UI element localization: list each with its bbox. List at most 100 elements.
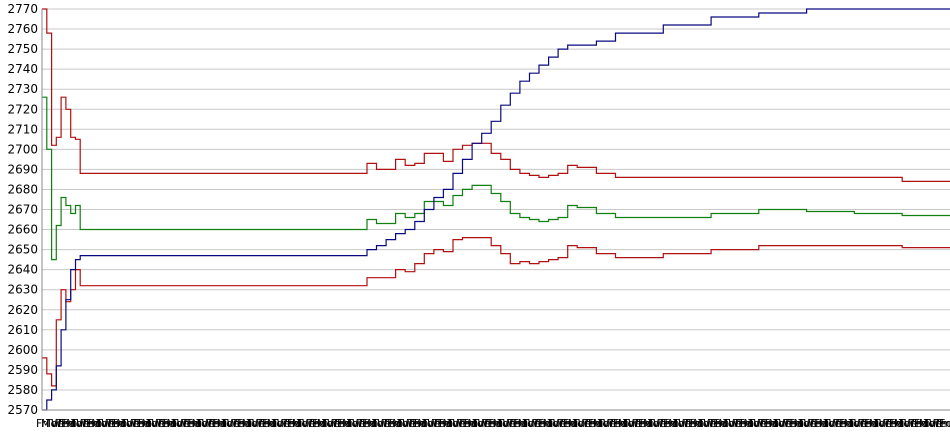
x-tick-label: Wed — [452, 417, 476, 430]
series-lines — [42, 8, 950, 411]
x-tick-label: Wed — [653, 417, 677, 430]
x-tick-label: Mon — [869, 417, 892, 430]
y-tick-label: 2650 — [7, 243, 38, 257]
y-tick-label: 2770 — [7, 2, 38, 16]
x-tick-label: Wed — [227, 417, 251, 430]
x-tick-label: Tue — [873, 417, 893, 430]
x-tick-label: Wed — [829, 417, 853, 430]
x-tick-label: Tue — [246, 417, 266, 430]
series-line-1 — [42, 8, 950, 182]
x-tick-label: Mon — [794, 417, 817, 430]
x-tick-label: Tue — [446, 417, 466, 430]
x-tick-label: Mon — [844, 417, 867, 430]
x-tick-label: Thu — [858, 417, 880, 430]
x-tick-label: Wed — [503, 417, 527, 430]
x-tick-label: Fri — [387, 417, 400, 430]
x-tick-label: Mon — [442, 417, 465, 430]
x-tick-label: Mon — [518, 417, 541, 430]
x-tick-label: Thu — [732, 417, 754, 430]
x-tick-label: Tue — [772, 417, 792, 430]
x-tick-label: Tue — [145, 417, 165, 430]
x-tick-label: Mon — [493, 417, 516, 430]
x-tick-label: Mon — [41, 417, 64, 430]
y-tick-label: 2760 — [7, 22, 38, 36]
x-tick-label: Mon — [292, 417, 315, 430]
x-tick-label: Thu — [933, 417, 950, 430]
x-tick-label: Tue — [898, 417, 918, 430]
x-tick-label: Fri — [638, 417, 651, 430]
x-tick-label: Wed — [804, 417, 828, 430]
x-tick-label: Wed — [929, 417, 950, 430]
x-tick-label: Tue — [296, 417, 316, 430]
x-tick-label: Mon — [141, 417, 164, 430]
x-tick-label: Thu — [782, 417, 804, 430]
x-tick-label: Wed — [603, 417, 627, 430]
x-tick-label: Fri — [161, 417, 174, 430]
y-tick-label: 2700 — [7, 142, 38, 156]
x-tick-label: Thu — [557, 417, 579, 430]
y-tick-label: 2730 — [7, 82, 38, 96]
y-tick-label: 2710 — [7, 122, 38, 136]
x-tick-label: Wed — [51, 417, 75, 430]
x-tick-label: Fri — [588, 417, 601, 430]
x-tick-label: Thu — [607, 417, 629, 430]
x-tick-label: Mon — [116, 417, 139, 430]
x-tick-label: Tue — [848, 417, 868, 430]
x-tick-label: Mon — [342, 417, 365, 430]
x-tick-label: Thu — [456, 417, 478, 430]
x-tick-label: Mon — [317, 417, 340, 430]
x-tick-label: Tue — [672, 417, 692, 430]
x-tick-label: Thu — [507, 417, 529, 430]
x-tick-label: Mon — [718, 417, 741, 430]
x-tick-label: Tue — [120, 417, 140, 430]
y-tick-label: 2570 — [7, 403, 38, 417]
x-tick-label: Tue — [697, 417, 717, 430]
x-tick-label: Fri — [61, 417, 74, 430]
x-tick-label: Thu — [481, 417, 503, 430]
y-tick-label: 2670 — [7, 203, 38, 217]
x-tick-label: Tue — [722, 417, 742, 430]
x-tick-label: Thu — [381, 417, 403, 430]
x-tick-label: Mon — [91, 417, 114, 430]
x-tick-label: Tue — [497, 417, 517, 430]
x-tick-label: Wed — [76, 417, 100, 430]
y-tick-label: 2610 — [7, 323, 38, 337]
x-tick-label: Fri — [186, 417, 199, 430]
y-tick-label: 2590 — [7, 363, 38, 377]
y-tick-label: 2740 — [7, 62, 38, 76]
x-tick-label: Mon — [593, 417, 616, 430]
x-tick-label: Wed — [578, 417, 602, 430]
x-tick-label: Wed — [678, 417, 702, 430]
x-tick-label: Tue — [95, 417, 115, 430]
x-tick-label: Wed — [151, 417, 175, 430]
x-tick-label: Tue — [371, 417, 391, 430]
x-tick-label: Thu — [180, 417, 202, 430]
x-tick-label: Fri — [487, 417, 500, 430]
x-tick-label: Fri — [814, 417, 827, 430]
x-tick-label: Wed — [126, 417, 150, 430]
x-tick-label: Mon — [618, 417, 641, 430]
x-tick-label: Fri — [839, 417, 852, 430]
x-tick-label: Thu — [532, 417, 554, 430]
x-tick-label: Wed — [753, 417, 777, 430]
x-tick-label: Fri — [412, 417, 425, 430]
x-tick-label: Tue — [45, 417, 65, 430]
x-tick-label: Thu — [632, 417, 654, 430]
x-tick-label: Mon — [543, 417, 566, 430]
x-tick-label: Fri — [287, 417, 300, 430]
x-tick-label: Fri — [613, 417, 626, 430]
x-tick-label: Fri — [437, 417, 450, 430]
x-tick-label: Thu — [657, 417, 679, 430]
x-tick-label: Wed — [628, 417, 652, 430]
series-line-3 — [42, 237, 950, 387]
x-tick-label: Thu — [757, 417, 779, 430]
x-tick-label: Thu — [883, 417, 905, 430]
x-tick-label: Fri — [663, 417, 676, 430]
x-tick-label: Mon — [417, 417, 440, 430]
x-tick-label: Mon — [66, 417, 89, 430]
x-tick-label: Fri — [939, 417, 950, 430]
x-tick-label: Fri — [889, 417, 902, 430]
x-tick-label: Wed — [176, 417, 200, 430]
x-tick-label: Mon — [568, 417, 591, 430]
